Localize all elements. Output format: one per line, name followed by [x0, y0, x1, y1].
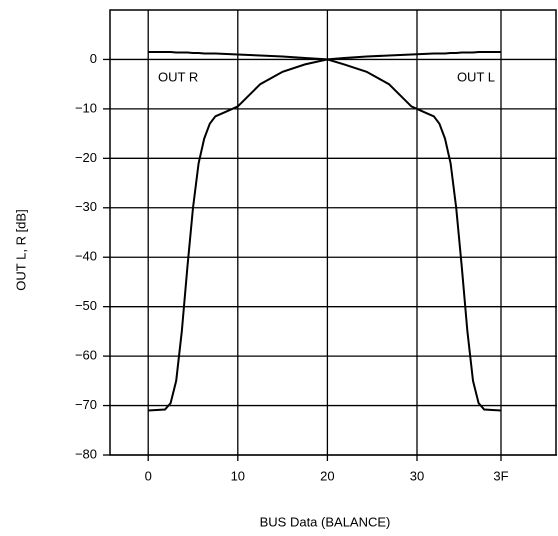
x-tick-label: 0 — [145, 468, 152, 483]
x-axis-label: BUS Data (BALANCE) — [260, 514, 391, 529]
y-tick-label: −60 — [75, 348, 97, 363]
y-tick-label: −30 — [75, 199, 97, 214]
x-tick-label: 10 — [231, 468, 245, 483]
x-tick-label: 3F — [493, 468, 508, 483]
y-tick-label: −70 — [75, 397, 97, 412]
y-tick-label: −20 — [75, 150, 97, 165]
series-label: OUT L — [457, 69, 495, 84]
y-tick-label: −50 — [75, 298, 97, 313]
series-label: OUT R — [158, 69, 198, 84]
y-axis-label: OUT L, R [dB] — [13, 209, 28, 290]
x-tick-label: 20 — [320, 468, 334, 483]
y-tick-label: −80 — [75, 446, 97, 461]
line-series — [148, 51, 502, 412]
y-tick-label: −40 — [75, 249, 97, 264]
x-tick-label: 30 — [410, 468, 424, 483]
y-tick-label: 0 — [90, 51, 97, 66]
y-tick-label: −10 — [75, 100, 97, 115]
